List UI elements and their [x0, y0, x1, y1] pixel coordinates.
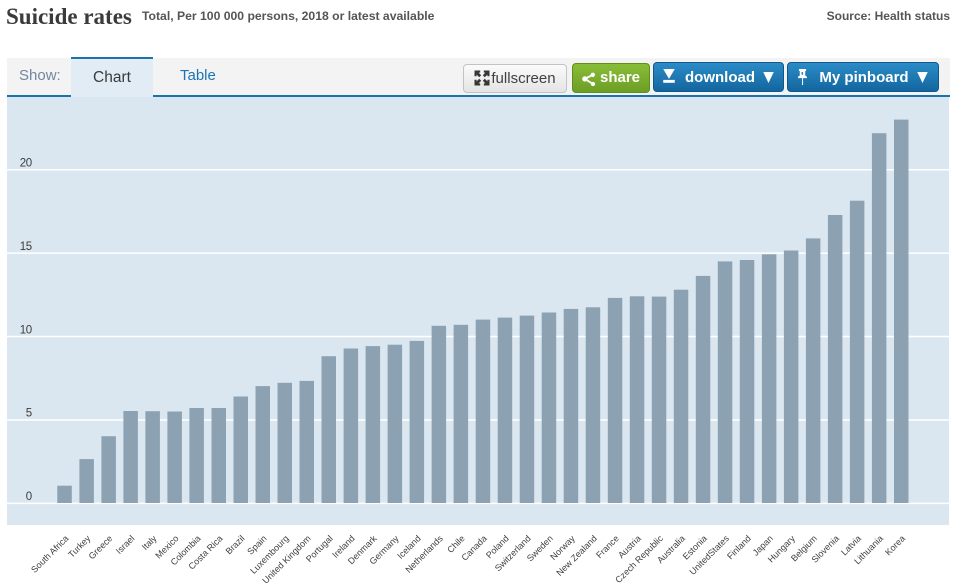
- svg-text:0: 0: [26, 491, 32, 503]
- svg-text:South Africa: South Africa: [29, 533, 70, 574]
- svg-text:Finland: Finland: [725, 533, 753, 561]
- svg-text:Brazil: Brazil: [224, 533, 247, 556]
- svg-text:10: 10: [20, 324, 32, 336]
- svg-text:Israel: Israel: [114, 533, 137, 556]
- svg-text:Korea: Korea: [883, 533, 907, 557]
- svg-text:Italy: Italy: [140, 533, 159, 552]
- svg-text:France: France: [594, 533, 621, 560]
- svg-text:20: 20: [20, 158, 32, 170]
- svg-text:5: 5: [26, 408, 32, 420]
- svg-text:Greece: Greece: [87, 533, 115, 561]
- svg-text:15: 15: [20, 241, 32, 253]
